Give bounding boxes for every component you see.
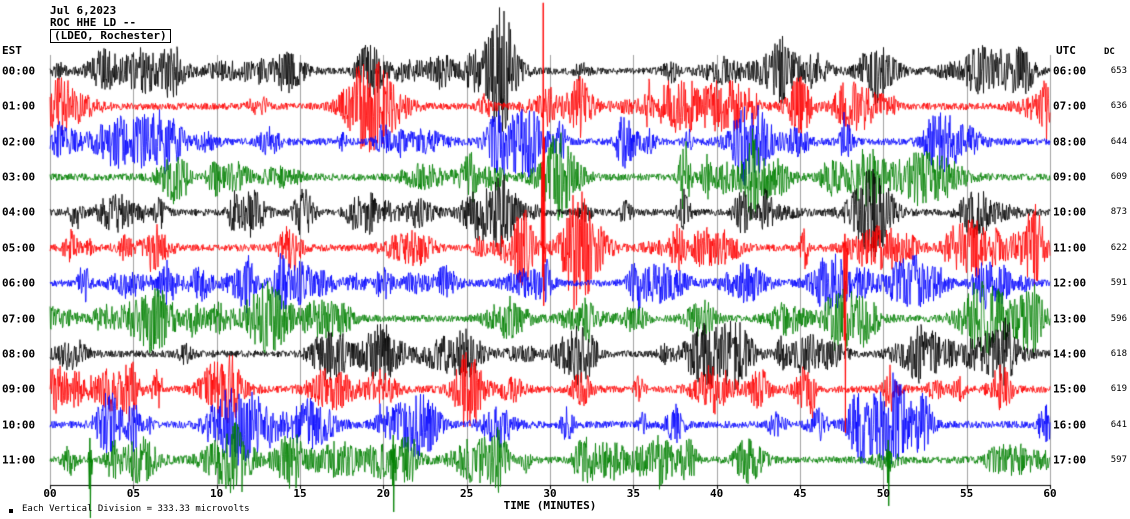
est-time-label: 01:00 — [2, 99, 36, 113]
x-tick-label: 35 — [626, 487, 640, 500]
est-time-label: 04:00 — [2, 205, 36, 219]
est-time-label: 07:00 — [2, 312, 36, 326]
est-time-label: 11:00 — [2, 453, 36, 467]
est-time-label: 09:00 — [2, 382, 36, 396]
est-time-label: 08:00 — [2, 347, 36, 361]
x-tick-label: 45 — [793, 487, 807, 500]
header-date: Jul 6,2023 — [50, 4, 117, 17]
x-tick-label: 30 — [543, 487, 557, 500]
dc-offset-value: 873 — [1110, 207, 1127, 218]
header-station-location: (LDEO, Rochester) — [50, 29, 171, 43]
dc-offset-value: 622 — [1110, 242, 1127, 253]
utc-time-label: 06:00 — [1053, 64, 1087, 78]
x-tick-label: 55 — [960, 487, 974, 500]
utc-time-label: 11:00 — [1053, 241, 1087, 255]
dc-offset-value: 609 — [1110, 172, 1127, 183]
dc-offset-value: 653 — [1110, 66, 1127, 76]
right-axis-title-utc: UTC — [1056, 44, 1076, 57]
est-time-label: 02:00 — [2, 135, 36, 149]
dc-offset-value: 644 — [1110, 136, 1127, 147]
dc-offset-value: 596 — [1110, 313, 1127, 324]
dc-column-header: DC — [1104, 47, 1115, 57]
utc-time-label: 07:00 — [1053, 99, 1087, 113]
x-tick-label: 00 — [43, 487, 57, 500]
left-axis-title-est: EST — [2, 44, 22, 57]
dc-offset-value: 591 — [1110, 278, 1127, 289]
utc-time-label: 14:00 — [1053, 347, 1087, 361]
utc-time-label: 08:00 — [1053, 135, 1087, 149]
scale-note: Each Vertical Division = 333.33 microvol… — [22, 504, 250, 514]
x-tick-label: 25 — [460, 487, 474, 500]
footer-marker-glyph — [9, 509, 13, 513]
utc-time-label: 15:00 — [1053, 382, 1087, 396]
utc-time-label: 16:00 — [1053, 418, 1087, 432]
est-time-label: 00:00 — [2, 64, 36, 78]
x-tick-label: 05 — [126, 487, 140, 500]
x-axis-title: TIME (MINUTES) — [503, 499, 597, 512]
utc-time-label: 12:00 — [1053, 276, 1087, 290]
utc-time-label: 10:00 — [1053, 205, 1087, 219]
est-time-label: 10:00 — [2, 418, 36, 432]
est-time-label: 03:00 — [2, 170, 36, 184]
x-tick-label: 15 — [293, 487, 307, 500]
x-tick-label: 10 — [210, 487, 224, 500]
utc-time-label: 13:00 — [1053, 312, 1087, 326]
est-time-label: 05:00 — [2, 241, 36, 255]
dc-offset-value: 618 — [1110, 348, 1127, 359]
dc-offset-value: 641 — [1110, 419, 1127, 430]
x-tick-label: 50 — [876, 487, 890, 500]
utc-time-label: 09:00 — [1053, 170, 1087, 184]
x-tick-label: 60 — [1043, 487, 1057, 500]
dc-offset-value: 619 — [1110, 384, 1127, 395]
x-tick-label: 20 — [376, 487, 390, 500]
header-station-code: ROC HHE LD -- — [50, 16, 137, 29]
utc-time-label: 17:00 — [1053, 453, 1087, 467]
dc-offset-value: 636 — [1110, 101, 1127, 112]
x-tick-label: 40 — [710, 487, 724, 500]
est-time-label: 06:00 — [2, 276, 36, 290]
dc-offset-value: 597 — [1110, 454, 1127, 465]
